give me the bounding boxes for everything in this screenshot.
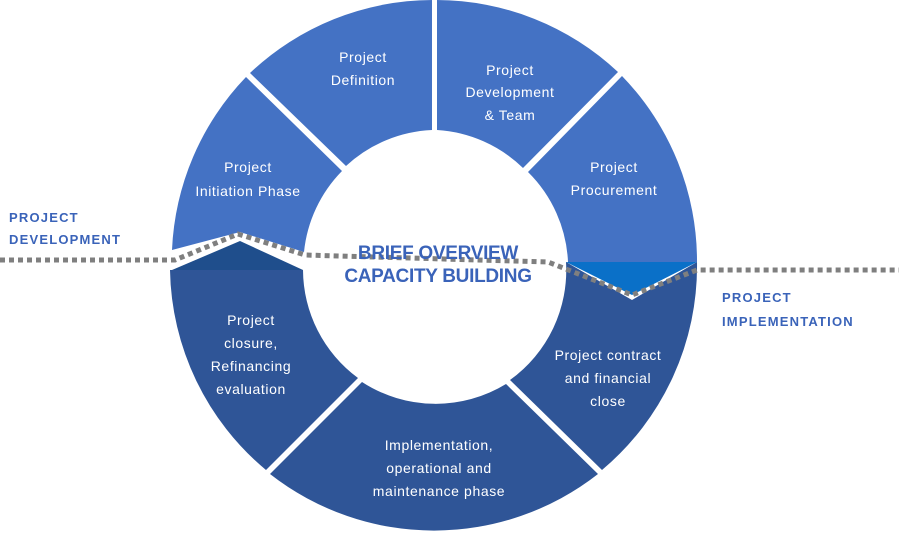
segment-label-development-line3: & Team [485, 107, 536, 123]
accent-wedge-right [566, 262, 697, 295]
segment-label-implementation-line2: operational and [386, 460, 492, 476]
project-development-label-line1: PROJECT [9, 210, 79, 225]
center-title-line1: BRIEF OVERVIEW [358, 243, 519, 264]
segment-label-implementation-line1: Implementation, [385, 437, 494, 453]
segment-label-development-line2: Development [465, 84, 554, 100]
segment-label-definition-line1: Project [339, 49, 387, 65]
segment-label-contract-line1: Project contract [555, 347, 662, 363]
segment-project-closure [170, 270, 358, 470]
project-implementation-label-line2: IMPLEMENTATION [722, 314, 854, 329]
segment-project-development-team [437, 0, 618, 168]
segment-label-initiation-line2: Initiation Phase [195, 183, 300, 199]
phase-divider-line [0, 231, 899, 298]
segment-project-procurement [528, 76, 698, 262]
segment-label-closure-line3: Refinancing [211, 358, 292, 374]
segment-label-implementation-line3: maintenance phase [373, 483, 505, 499]
project-development-label-line2: DEVELOPMENT [9, 232, 121, 247]
segment-label-contract-line3: close [590, 393, 626, 409]
segment-label-procurement-line1: Project [590, 159, 638, 175]
accent-wedge-left [172, 241, 303, 270]
segment-project-contract [510, 262, 698, 470]
segment-label-closure-line1: Project [227, 312, 275, 328]
segment-label-closure-line4: evaluation [216, 381, 286, 397]
segment-label-definition-line2: Definition [331, 72, 395, 88]
segment-label-initiation-line1: Project [224, 159, 272, 175]
segment-label-procurement-line2: Procurement [571, 182, 658, 198]
segment-label-contract-line2: and financial [565, 370, 651, 386]
segment-project-initiation [172, 77, 342, 252]
segment-label-development-line1: Project [486, 62, 534, 78]
center-title-line2: CAPACITY BUILDING [344, 266, 531, 287]
segment-label-closure-line2: closure, [224, 335, 278, 351]
segment-project-definition [250, 0, 432, 166]
project-implementation-label-line1: PROJECT [722, 290, 792, 305]
segment-implementation-phase [270, 382, 598, 531]
